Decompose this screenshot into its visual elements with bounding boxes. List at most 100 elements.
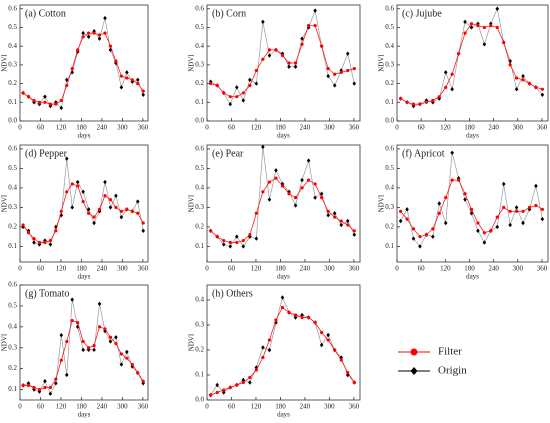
origin-marker (114, 193, 118, 198)
x-tick-label: 60 (228, 124, 236, 132)
x-tick-label: 180 (275, 124, 286, 132)
origin-marker (125, 349, 129, 355)
x-axis-label: days (466, 273, 479, 281)
x-tick-label: 0 (18, 265, 22, 273)
filter-marker (339, 219, 343, 223)
y-axis-label: NDVI (188, 194, 196, 212)
x-tick-label: 360 (138, 124, 149, 132)
x-tick-label: 0 (395, 265, 399, 273)
x-tick-label: 180 (464, 265, 475, 273)
y-tick-label: 0.1 (8, 242, 17, 250)
filter-marker (431, 98, 435, 103)
filter-marker (92, 344, 96, 348)
filter-marker (352, 380, 356, 385)
filter-marker (54, 229, 58, 233)
filter-marker (32, 98, 36, 103)
filter-marker (97, 207, 102, 211)
filter-marker (521, 209, 525, 213)
x-tick-label: 0 (205, 124, 209, 132)
filter-marker (59, 98, 63, 103)
filter-marker (300, 315, 304, 320)
y-axis-label: NDVI (378, 194, 386, 212)
origin-marker (521, 73, 525, 79)
filter-marker (241, 238, 245, 243)
origin-marker (267, 53, 272, 58)
origin-marker (405, 207, 409, 212)
filter-marker (540, 207, 544, 211)
panel: 0.1 0.2 0.3 0.4 0.5 0.6 0 60 120 180 240 300 360 days… (378, 145, 549, 281)
origin-marker (300, 312, 304, 318)
origin-marker (92, 220, 96, 226)
x-tick-label: 300 (117, 403, 128, 411)
y-tick-label: 0.2 (385, 79, 394, 87)
x-tick-label: 0 (18, 403, 22, 411)
origin-marker (345, 51, 350, 56)
y-tick-label: 0.5 (385, 23, 394, 31)
filter-marker (540, 87, 544, 91)
x-tick-label: 240 (300, 124, 311, 132)
filter-marker (346, 370, 350, 375)
filter-marker (215, 390, 219, 395)
filter-marker (287, 61, 291, 65)
origin-marker (32, 240, 36, 245)
y-axis-label: NDVI (1, 54, 9, 72)
filter-marker (287, 310, 291, 315)
filter-marker (209, 81, 213, 86)
origin-marker (280, 181, 285, 187)
origin-marker (339, 222, 344, 228)
origin-marker (114, 335, 118, 340)
origin-marker (463, 19, 467, 25)
filter-marker (352, 229, 356, 233)
filter-marker (222, 91, 226, 95)
filter-marker (241, 380, 245, 385)
origin-marker (75, 179, 80, 185)
origin-marker (287, 64, 291, 69)
x-tick-label: 300 (513, 124, 524, 132)
y-tick-label: 0.3 (8, 203, 17, 211)
filter-marker (274, 48, 278, 52)
origin-marker (411, 236, 416, 241)
filter-marker (293, 61, 298, 65)
filter-marker (508, 209, 512, 213)
filter-marker (108, 198, 113, 202)
filter-marker (32, 385, 36, 390)
y-tick-label: 0.3 (195, 60, 204, 68)
y-tick-label: 0.5 (8, 164, 17, 172)
filter-marker (313, 320, 317, 325)
filter-marker (326, 338, 330, 342)
x-axis-label: days (277, 132, 290, 140)
panel: 0.1 0.2 0.3 0.4 0.5 0.6 0 60 120 180 240 300 360 days… (1, 145, 149, 281)
filter-marker (76, 321, 80, 325)
y-tick-label: 0.3 (195, 321, 204, 329)
y-axis-label: NDVI (1, 333, 9, 351)
origin-marker (59, 332, 64, 338)
y-tick-label: 0.6 (8, 4, 17, 12)
origin-marker (248, 77, 252, 83)
origin-marker (135, 77, 140, 83)
origin-marker (319, 342, 324, 348)
filter-marker (76, 48, 80, 52)
filter-marker (114, 205, 118, 209)
x-tick-label: 240 (97, 403, 108, 411)
filter-marker (293, 196, 298, 200)
filter-marker (333, 348, 337, 352)
legend-marker (410, 367, 418, 375)
panel: 0.0 0.1 0.2 0.3 0.4 0 60 120 180 240 300 360 days NDV… (188, 284, 361, 419)
panel-title: (a) Cotton (25, 8, 66, 19)
filter-marker (32, 237, 36, 241)
filter-marker (92, 215, 96, 219)
x-tick-label: 120 (440, 265, 451, 273)
origin-marker (241, 377, 246, 383)
origin-marker (293, 315, 298, 320)
x-tick-label: 180 (275, 265, 286, 273)
filter-marker (306, 178, 311, 182)
origin-marker (501, 181, 506, 187)
filter-marker (411, 102, 416, 106)
panel-title: (d) Pepper (25, 148, 68, 159)
filter-marker (43, 240, 47, 245)
origin-marker (345, 218, 350, 224)
filter-marker (48, 385, 52, 390)
filter-marker (489, 229, 493, 233)
y-tick-label: 0.1 (195, 371, 204, 379)
filter-marker (21, 91, 25, 95)
